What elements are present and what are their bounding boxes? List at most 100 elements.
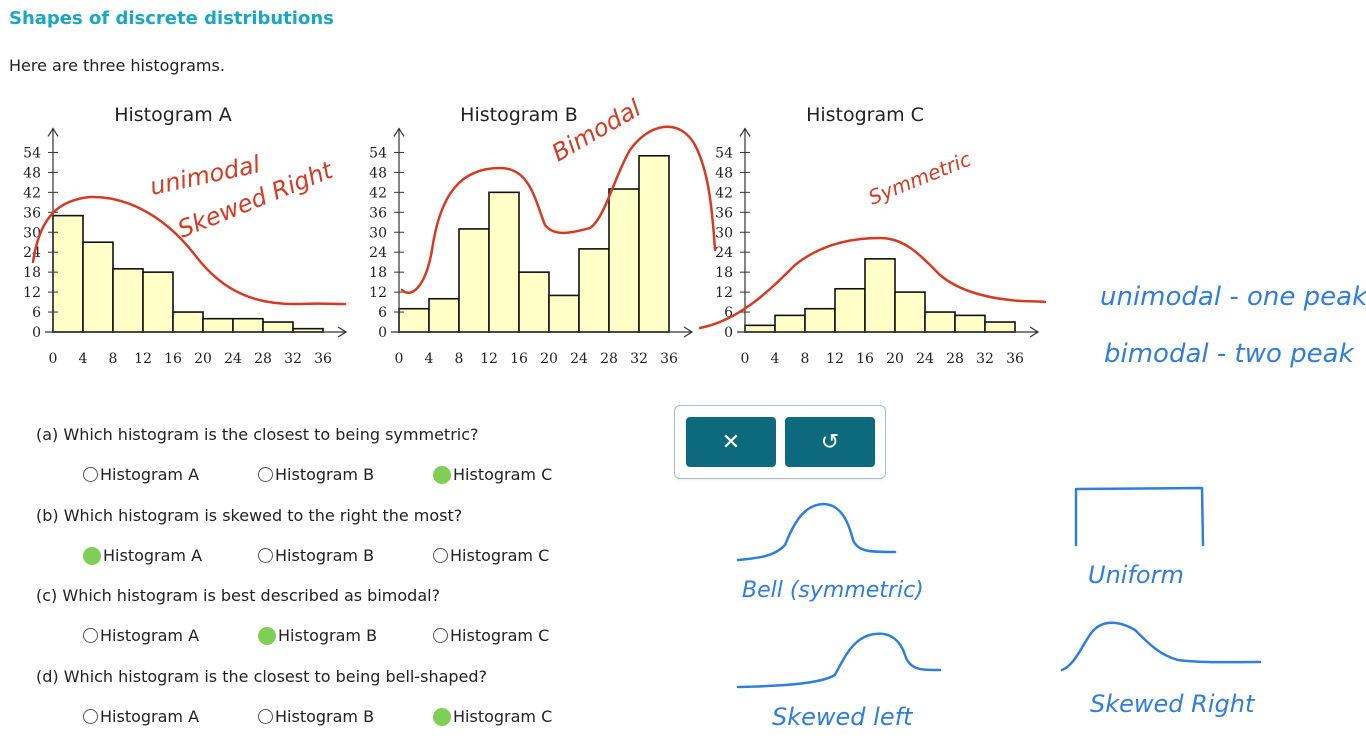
question-d-option-b[interactable]: Histogram B bbox=[258, 707, 374, 726]
histogram-c-bar bbox=[864, 258, 896, 333]
histogram-a-y-tick-label: 30 bbox=[23, 225, 41, 241]
option-label: Histogram B bbox=[275, 465, 375, 484]
undo-icon: ↺ bbox=[820, 429, 840, 455]
radio-unselected[interactable] bbox=[258, 467, 273, 482]
radio-unselected[interactable] bbox=[83, 709, 98, 724]
radio-selected[interactable] bbox=[83, 546, 101, 565]
ink-sketch-skewed-left bbox=[736, 632, 942, 689]
histogram-b-x-arrow bbox=[683, 326, 694, 338]
question-d-option-a[interactable]: Histogram A bbox=[83, 707, 199, 726]
histogram-c-bar bbox=[744, 324, 776, 333]
histogram-c-bar bbox=[804, 307, 836, 333]
histogram-c-y-tick-label: 42 bbox=[715, 185, 733, 201]
question-a-option-c[interactable]: Histogram C bbox=[433, 465, 552, 484]
question-d-option-c[interactable]: Histogram C bbox=[433, 707, 552, 726]
histogram-c-x-tick-label: 12 bbox=[826, 351, 844, 367]
histogram-b-y-tick-label: 12 bbox=[369, 285, 387, 301]
option-label: Histogram C bbox=[450, 546, 550, 565]
question-b: (b) Which histogram is skewed to the rig… bbox=[36, 506, 463, 525]
option-label: Histogram C bbox=[450, 626, 550, 645]
histogram-a-x-tick-label: 8 bbox=[109, 351, 118, 367]
histogram-c-bar bbox=[774, 314, 806, 333]
question-b-option-b[interactable]: Histogram B bbox=[258, 546, 374, 565]
histogram-b-x-tick-label: 24 bbox=[570, 351, 588, 367]
close-icon: ✕ bbox=[721, 429, 741, 455]
radio-unselected[interactable] bbox=[433, 548, 448, 563]
histogram-c-x-tick-label: 20 bbox=[886, 351, 904, 367]
histogram-b-bar bbox=[428, 297, 460, 333]
histogram-b-bar bbox=[518, 271, 550, 333]
histogram-b-bar bbox=[638, 154, 670, 333]
question-a-option-a[interactable]: Histogram A bbox=[83, 465, 199, 484]
question-c-option-a[interactable]: Histogram A bbox=[83, 626, 199, 645]
histogram-c-x-tick-label: 4 bbox=[771, 351, 780, 367]
question-d: (d) Which histogram is the closest to be… bbox=[36, 667, 488, 686]
histogram-a-y-tick-label: 48 bbox=[23, 165, 41, 181]
histogram-b-x-tick-label: 0 bbox=[395, 351, 404, 367]
undo-button[interactable]: ↺ bbox=[785, 417, 875, 467]
radio-unselected[interactable] bbox=[258, 709, 273, 724]
histogram-a-y-tick-label: 36 bbox=[23, 205, 41, 221]
histogram-c-y-tick-label: 36 bbox=[715, 205, 733, 221]
histogram-c-bar bbox=[984, 321, 1016, 333]
histogram-a-x-tick-label: 20 bbox=[194, 351, 212, 367]
histogram-b-x-tick-label: 12 bbox=[480, 351, 498, 367]
question-a-option-b[interactable]: Histogram B bbox=[258, 465, 374, 484]
radio-selected[interactable] bbox=[258, 626, 276, 645]
histogram-a-x-tick-label: 36 bbox=[314, 351, 332, 367]
option-label: Histogram A bbox=[100, 465, 200, 484]
histogram-b-bar bbox=[608, 188, 640, 333]
histogram-b-y-tick-label: 30 bbox=[369, 225, 387, 241]
histogram-b-y-tick-label: 36 bbox=[369, 205, 387, 221]
histogram-a-y-tick-label: 24 bbox=[23, 245, 41, 261]
histogram-c-x-tick-label: 28 bbox=[946, 351, 964, 367]
histogram-b-bar bbox=[488, 191, 520, 333]
histogram-b-x-tick-label: 36 bbox=[660, 351, 678, 367]
clear-button[interactable]: ✕ bbox=[686, 417, 776, 467]
histogram-a-y-tick-label: 42 bbox=[23, 185, 41, 201]
histogram-a-bar bbox=[142, 271, 174, 333]
histogram-b-x-tick-label: 16 bbox=[510, 351, 528, 367]
radio-unselected[interactable] bbox=[433, 628, 448, 643]
histogram-b-y-tick-label: 48 bbox=[369, 165, 387, 181]
histogram-a-x-tick-label: 28 bbox=[254, 351, 272, 367]
histogram-a-title: Histogram A bbox=[114, 104, 232, 126]
histogram-a-y-tick-label: 54 bbox=[23, 145, 41, 161]
histogram-c-y-tick-label: 48 bbox=[715, 165, 733, 181]
intro-text: Here are three histograms. bbox=[9, 56, 225, 75]
histogram-a-bar bbox=[202, 317, 234, 333]
option-label: Histogram A bbox=[100, 707, 200, 726]
histogram-c-x-tick-label: 36 bbox=[1006, 351, 1024, 367]
histogram-b-x-tick-label: 32 bbox=[630, 351, 648, 367]
ink-sketch-uniform bbox=[1074, 486, 1205, 547]
histogram-c-y-tick-label: 0 bbox=[724, 325, 733, 341]
question-b-option-a[interactable]: Histogram A bbox=[83, 546, 202, 565]
histogram-a-bar bbox=[112, 268, 144, 333]
histogram-a-y-tick-label: 18 bbox=[23, 265, 41, 281]
option-label: Histogram C bbox=[453, 465, 553, 484]
question-b-option-c[interactable]: Histogram C bbox=[433, 546, 549, 565]
histogram-c-y-tick-label: 18 bbox=[715, 265, 733, 281]
histogram-b-bar bbox=[458, 228, 490, 333]
histogram-a-bar bbox=[232, 317, 264, 333]
option-label: Histogram B bbox=[278, 626, 378, 645]
histogram-b-y-tick-label: 54 bbox=[369, 145, 387, 161]
histogram-c-x-tick-label: 8 bbox=[801, 351, 810, 367]
radio-unselected[interactable] bbox=[83, 628, 98, 643]
radio-unselected[interactable] bbox=[258, 548, 273, 563]
histogram-c-y-tick-label: 24 bbox=[715, 245, 733, 261]
radio-unselected[interactable] bbox=[83, 467, 98, 482]
question-a: (a) Which histogram is the closest to be… bbox=[36, 425, 479, 444]
histogram-c-y-tick-label: 30 bbox=[715, 225, 733, 241]
option-label: Histogram C bbox=[453, 707, 553, 726]
question-c-option-b[interactable]: Histogram B bbox=[258, 626, 377, 645]
radio-selected[interactable] bbox=[433, 465, 451, 484]
histogram-a-y-arrow bbox=[47, 127, 59, 137]
radio-selected[interactable] bbox=[433, 707, 451, 726]
option-label: Histogram B bbox=[275, 707, 375, 726]
histogram-b-y-tick-label: 6 bbox=[378, 305, 387, 321]
question-c-option-c[interactable]: Histogram C bbox=[433, 626, 549, 645]
histogram-c-y-tick-label: 12 bbox=[715, 285, 733, 301]
histogram-a-x-tick-label: 4 bbox=[79, 351, 88, 367]
